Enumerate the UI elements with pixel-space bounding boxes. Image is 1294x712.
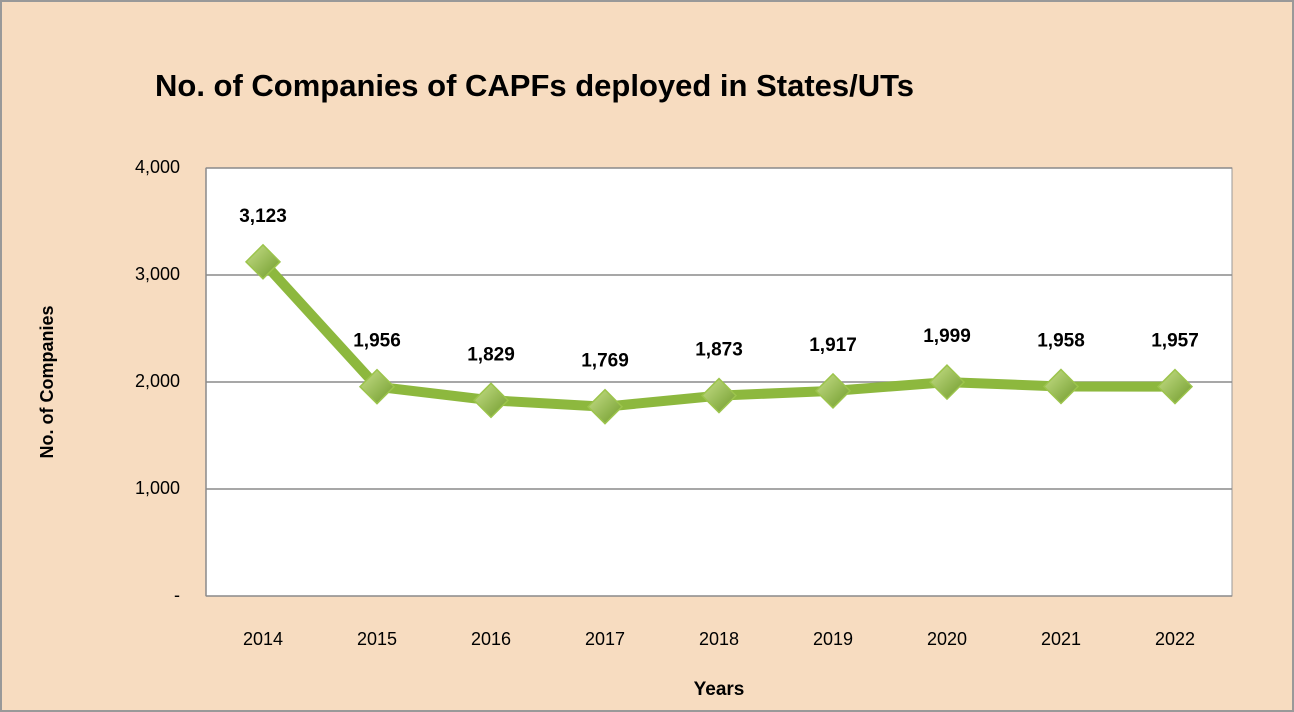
data-label: 1,873 [695,340,743,361]
y-tick-label: 2,000 [135,371,180,391]
data-label: 3,123 [239,206,287,227]
marker [244,243,282,280]
marker [700,377,738,414]
marker [928,364,966,401]
x-tick-label: 2018 [699,629,739,649]
y-tick-label: 3,000 [135,264,180,284]
x-tick-label: 2014 [243,629,283,649]
y-tick-label: 1,000 [135,478,180,498]
data-label: 1,956 [353,331,401,352]
y-tick-label: - [174,585,180,605]
data-label: 1,769 [581,351,629,372]
y-tick-label: 4,000 [135,157,180,177]
marker [472,382,510,419]
chart-title: No. of Companies of CAPFs deployed in St… [155,68,914,103]
data-label: 1,957 [1151,331,1199,352]
x-tick-label: 2015 [357,629,397,649]
x-tick-label: 2017 [585,629,625,649]
x-tick-label: 2022 [1155,629,1195,649]
y-axis-label: No. of Companies [37,305,57,458]
marker [814,372,852,409]
x-axis-label: Years [694,679,745,700]
x-tick-label: 2016 [471,629,511,649]
data-label: 1,999 [923,326,971,347]
x-tick-label: 2020 [927,629,967,649]
marker [358,368,396,405]
x-tick-label: 2019 [813,629,853,649]
data-label: 1,829 [467,344,515,365]
data-label: 1,958 [1037,331,1085,352]
marker [1042,368,1080,405]
data-label: 1,917 [809,335,857,356]
marker [586,388,624,425]
marker [1156,368,1194,405]
x-tick-label: 2021 [1041,629,1081,649]
